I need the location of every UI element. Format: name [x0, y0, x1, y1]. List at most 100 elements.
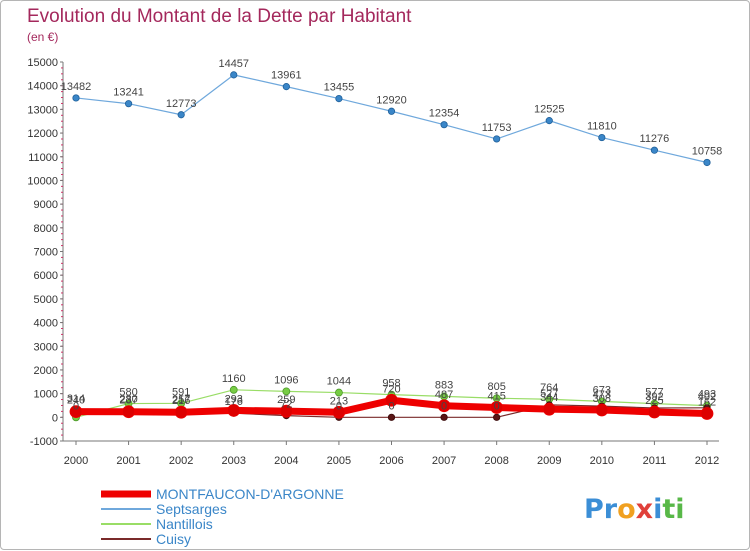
- legend-label: MONTFAUCON-D'ARGONNE: [156, 486, 344, 502]
- data-point: [335, 388, 343, 397]
- y-tick-label: 9000: [34, 199, 58, 211]
- legend-label: Septsarges: [156, 501, 227, 517]
- data-label: 11276: [640, 133, 670, 145]
- y-tick-label: 11000: [28, 152, 58, 164]
- data-label: 415: [487, 390, 505, 402]
- x-tick-label: 2012: [695, 455, 719, 467]
- y-tick-label: 0: [52, 412, 58, 424]
- data-point: [440, 413, 448, 421]
- data-label: 487: [435, 389, 453, 401]
- data-point: [227, 403, 241, 417]
- y-tick-label: 5000: [34, 294, 58, 306]
- x-tick-label: 2002: [169, 455, 193, 467]
- data-label: 13241: [113, 87, 144, 99]
- data-point: [229, 385, 238, 394]
- data-label: 1096: [274, 374, 298, 386]
- data-label: 493: [698, 389, 716, 401]
- y-tick-label: 8000: [34, 223, 58, 235]
- data-label: 527: [540, 388, 558, 400]
- data-point: [493, 135, 501, 143]
- data-label: 1160: [222, 373, 246, 385]
- data-label: 0: [441, 400, 447, 412]
- data-label: 162: [698, 396, 716, 408]
- data-point: [700, 407, 714, 420]
- data-point: [282, 387, 291, 396]
- data-label: 293: [225, 393, 243, 405]
- series-montfaucon-d-argonne: [69, 393, 714, 420]
- data-point: [650, 146, 659, 154]
- y-tick-label: 1000: [34, 389, 58, 401]
- data-point: [542, 402, 556, 416]
- data-label: 473: [593, 389, 611, 401]
- data-label: 314: [67, 393, 85, 405]
- data-label: 12773: [166, 98, 197, 110]
- data-point: [387, 107, 396, 115]
- data-label: 1044: [327, 376, 351, 388]
- data-point: [72, 94, 80, 102]
- x-tick-label: 2004: [274, 455, 298, 467]
- data-point: [69, 405, 83, 419]
- data-label: 216: [172, 395, 190, 407]
- y-tick-label: 7000: [34, 247, 58, 259]
- data-label: 213: [330, 395, 348, 407]
- data-label: 577: [645, 387, 663, 399]
- legend-label: Cuisy: [156, 531, 191, 547]
- data-label: 13455: [324, 82, 355, 94]
- data-label: 257: [172, 394, 190, 406]
- data-point: [335, 94, 343, 103]
- data-point: [595, 403, 609, 417]
- data-label: 308: [593, 393, 611, 405]
- data-point: [124, 100, 133, 108]
- data-point: [598, 133, 606, 142]
- data-point: [648, 405, 661, 419]
- y-tick-label: 3000: [34, 341, 58, 353]
- data-point: [282, 83, 290, 91]
- data-label: 580: [119, 387, 137, 399]
- y-tick-label: 2000: [34, 365, 58, 377]
- data-label: 883: [435, 379, 453, 391]
- data-label: 0: [494, 400, 500, 412]
- series-line: [75, 74, 708, 164]
- legend-item: MONTFAUCON-D'ARGONNE: [101, 486, 344, 502]
- unit-label: (en €): [27, 30, 58, 44]
- y-tick-label: 4000: [34, 318, 58, 330]
- data-point: [385, 393, 398, 407]
- data-label: 240: [67, 395, 85, 407]
- data-point: [493, 413, 501, 421]
- data-label: 259: [277, 394, 295, 406]
- data-label: 402: [698, 391, 716, 403]
- x-tick-label: 2008: [484, 455, 508, 467]
- data-label: 14457: [218, 58, 249, 70]
- x-tick-label: 2001: [116, 455, 140, 467]
- y-tick-label: 15000: [27, 57, 58, 69]
- legend-item: Septsarges: [101, 501, 227, 517]
- data-label: 72: [280, 399, 292, 411]
- y-tick-label: 10000: [27, 175, 58, 187]
- y-tick-label: 6000: [34, 270, 58, 282]
- data-point: [440, 121, 448, 129]
- data-point: [174, 405, 188, 419]
- data-label: 12920: [376, 94, 407, 106]
- y-tick-label: -1000: [30, 436, 58, 448]
- data-label: 591: [172, 386, 190, 398]
- data-label: 344: [540, 392, 558, 404]
- legend: MONTFAUCON-D'ARGONNESeptsargesNantillois…: [101, 486, 344, 547]
- data-point: [387, 413, 396, 421]
- data-label: 280: [119, 394, 137, 406]
- data-label: 0: [73, 400, 79, 412]
- y-tick-label: 14000: [27, 81, 58, 93]
- data-point: [122, 405, 135, 419]
- logo-text: Proxiti: [584, 494, 685, 525]
- data-label: 176: [225, 396, 243, 408]
- proxiti-logo: Proxiti: [584, 494, 685, 525]
- y-tick-label: 13000: [27, 104, 58, 116]
- data-label: 12525: [534, 104, 565, 116]
- data-label: 392: [645, 391, 663, 403]
- data-point: [703, 158, 711, 167]
- data-label: 11810: [587, 121, 617, 133]
- data-label: 720: [382, 383, 400, 395]
- data-label: 11753: [482, 122, 512, 134]
